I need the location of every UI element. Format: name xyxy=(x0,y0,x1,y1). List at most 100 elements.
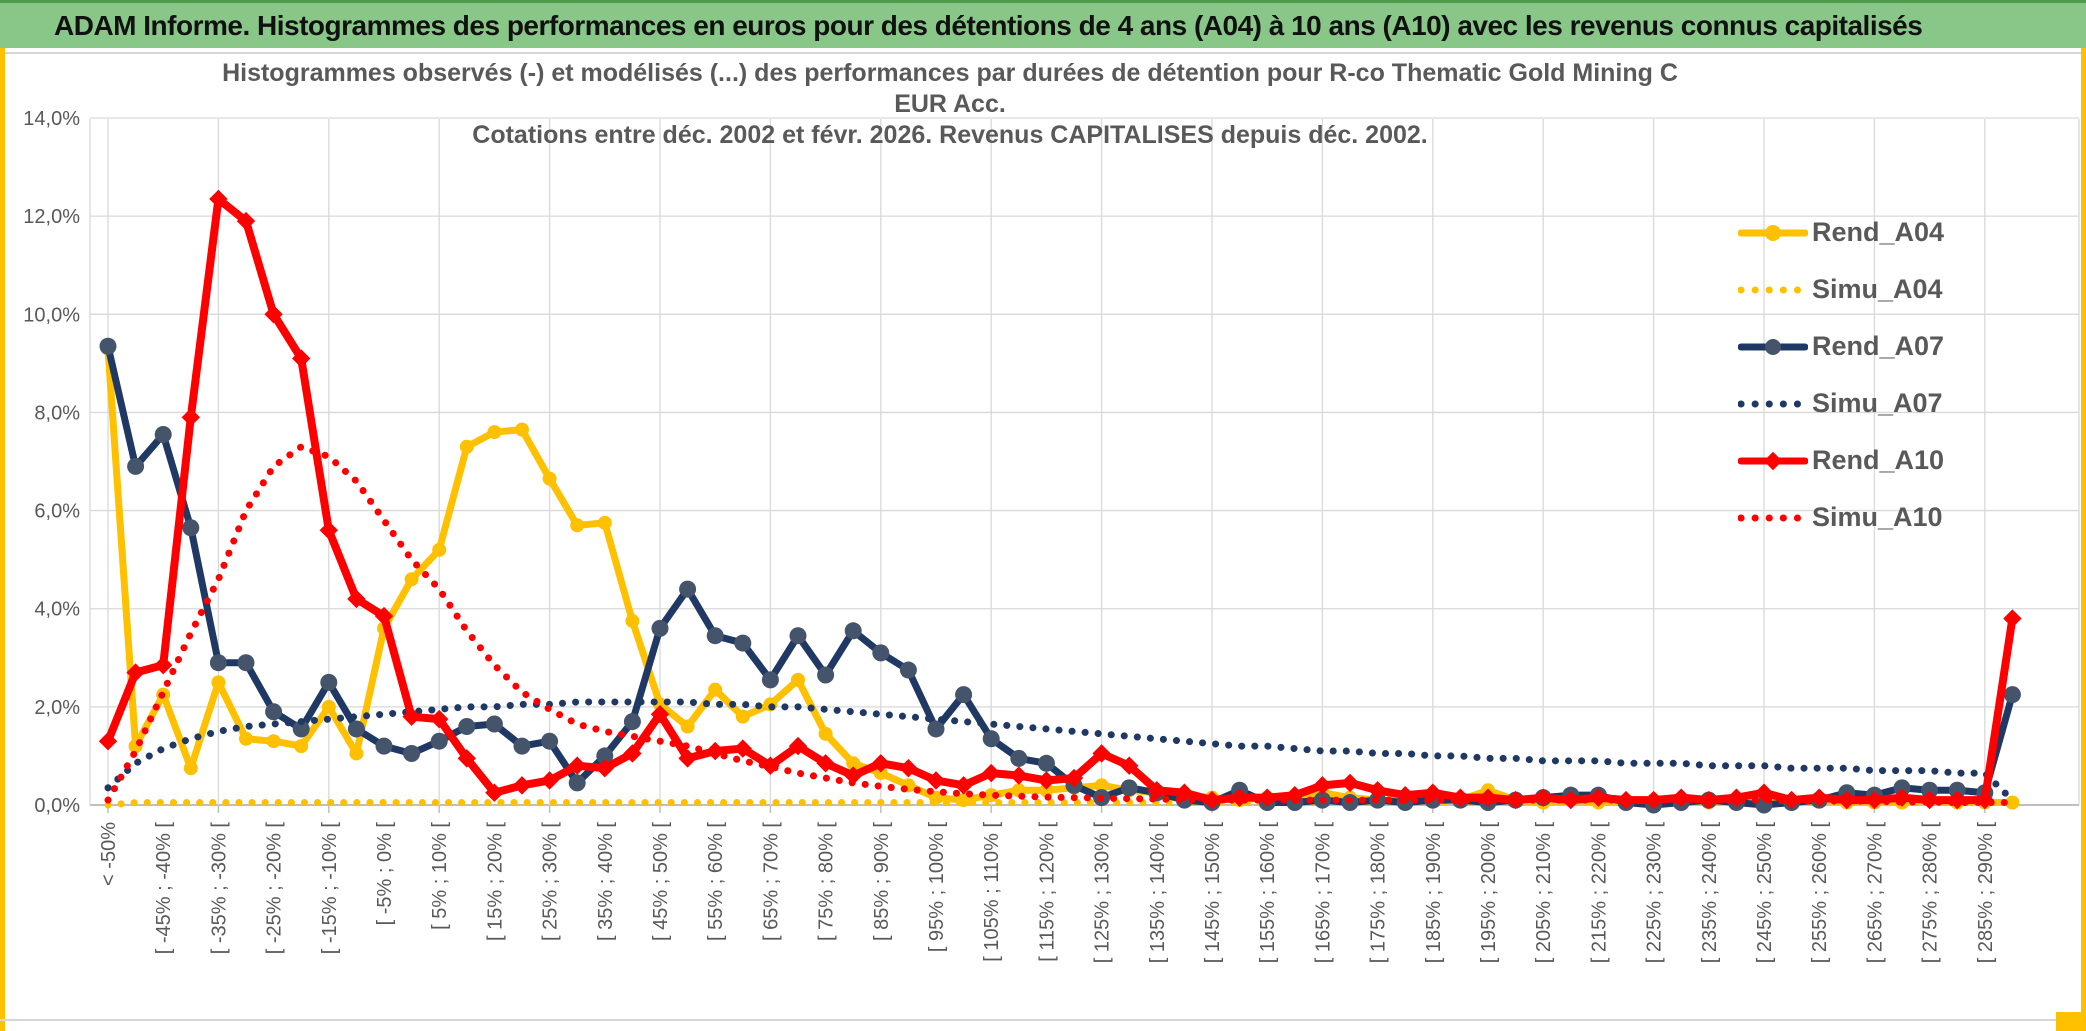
series-marker-Rend_A04[interactable] xyxy=(1094,778,1109,793)
series-marker-Rend_A07[interactable] xyxy=(679,580,697,598)
series-marker-Rend_A10[interactable] xyxy=(1368,781,1387,800)
series-marker-Rend_A04[interactable] xyxy=(542,471,557,486)
series-marker-Rend_A04[interactable] xyxy=(266,734,281,749)
series-marker-Rend_A10[interactable] xyxy=(595,759,614,778)
series-marker-Rend_A10[interactable] xyxy=(512,776,532,795)
series-marker-Rend_A10[interactable] xyxy=(430,709,449,729)
series-marker-Rend_A07[interactable] xyxy=(2003,686,2021,704)
series-marker-Rend_A10[interactable] xyxy=(154,655,173,675)
series-marker-Rend_A10[interactable] xyxy=(871,754,890,773)
series-marker-Rend_A04[interactable] xyxy=(818,726,833,741)
series-marker-Rend_A10[interactable] xyxy=(347,589,366,609)
series-marker-Rend_A10[interactable] xyxy=(568,756,587,775)
series-marker-Rend_A04[interactable] xyxy=(2005,795,2020,810)
series-marker-Rend_A07[interactable] xyxy=(347,720,365,738)
series-marker-Rend_A07[interactable] xyxy=(899,661,917,679)
legend-item-Simu_A07[interactable]: Simu_A07 xyxy=(1738,375,1944,432)
legend-item-Rend_A07[interactable]: Rend_A07 xyxy=(1738,318,1944,375)
series-marker-Rend_A07[interactable] xyxy=(458,717,476,735)
series-marker-Rend_A04[interactable] xyxy=(487,425,502,440)
legend-item-Rend_A10[interactable]: Rend_A10 xyxy=(1738,432,1944,489)
series-marker-Rend_A04[interactable] xyxy=(846,756,861,771)
series-marker-Rend_A10[interactable] xyxy=(650,705,670,724)
series-marker-Rend_A07[interactable] xyxy=(1948,781,1966,799)
series-marker-Rend_A04[interactable] xyxy=(680,719,695,734)
series-marker-Rend_A04[interactable] xyxy=(432,542,447,557)
series-marker-Rend_A10[interactable] xyxy=(2003,609,2022,628)
series-marker-Rend_A07[interactable] xyxy=(955,686,973,704)
series-marker-Rend_A04[interactable] xyxy=(791,672,805,687)
series-marker-Rend_A07[interactable] xyxy=(596,747,614,765)
series-marker-Rend_A07[interactable] xyxy=(1037,754,1055,772)
series-marker-Rend_A10[interactable] xyxy=(1037,771,1056,790)
series-marker-Rend_A04[interactable] xyxy=(183,761,198,776)
series-marker-Rend_A10[interactable] xyxy=(926,771,946,790)
series-marker-Rend_A10[interactable] xyxy=(126,663,145,682)
series-marker-Rend_A10[interactable] xyxy=(319,521,338,540)
series-marker-Rend_A07[interactable] xyxy=(513,737,531,755)
series-marker-Rend_A07[interactable] xyxy=(154,426,172,444)
series-marker-Rend_A04[interactable] xyxy=(321,699,336,714)
series-marker-Rend_A07[interactable] xyxy=(541,732,559,750)
series-marker-Rend_A07[interactable] xyxy=(237,654,255,672)
series-line-Rend_A04[interactable] xyxy=(104,345,2016,807)
series-marker-Rend_A07[interactable] xyxy=(485,715,503,733)
series-marker-Rend_A07[interactable] xyxy=(623,713,641,731)
legend-item-Rend_A04[interactable]: Rend_A04 xyxy=(1738,204,1944,261)
series-marker-Rend_A10[interactable] xyxy=(982,763,1001,783)
series-marker-Rend_A10[interactable] xyxy=(264,305,283,324)
series-marker-Rend_A10[interactable] xyxy=(844,766,863,785)
series-marker-Rend_A07[interactable] xyxy=(982,730,1000,748)
series-marker-Rend_A10[interactable] xyxy=(899,759,918,778)
series-line-Rend_A10[interactable] xyxy=(104,194,2017,805)
series-marker-Rend_A07[interactable] xyxy=(651,619,669,637)
series-marker-Rend_A10[interactable] xyxy=(236,211,256,231)
series-marker-Rend_A10[interactable] xyxy=(402,707,421,726)
series-marker-Rend_A04[interactable] xyxy=(515,422,529,437)
series-marker-Rend_A04[interactable] xyxy=(873,766,888,781)
series-marker-Rend_A10[interactable] xyxy=(816,754,835,773)
series-marker-Rend_A10[interactable] xyxy=(623,744,642,763)
series-marker-Rend_A04[interactable] xyxy=(239,731,253,746)
series-marker-Rend_A10[interactable] xyxy=(1506,790,1525,810)
series-marker-Rend_A10[interactable] xyxy=(954,776,973,795)
series-marker-Rend_A10[interactable] xyxy=(678,749,697,768)
series-marker-Rend_A04[interactable] xyxy=(708,682,723,697)
series-marker-Rend_A07[interactable] xyxy=(872,644,890,662)
series-marker-Rend_A10[interactable] xyxy=(485,783,504,802)
series-marker-Rend_A10[interactable] xyxy=(374,606,394,626)
series-marker-Rend_A04[interactable] xyxy=(735,709,750,724)
series-marker-Rend_A07[interactable] xyxy=(706,627,724,645)
series-marker-Rend_A04[interactable] xyxy=(211,675,226,690)
series-marker-Rend_A04[interactable] xyxy=(404,572,419,587)
series-marker-Rend_A10[interactable] xyxy=(1202,790,1222,810)
series-marker-Rend_A10[interactable] xyxy=(1147,781,1166,800)
series-marker-Rend_A07[interactable] xyxy=(789,627,807,645)
series-marker-Rend_A10[interactable] xyxy=(98,732,118,751)
series-line-Rend_A07[interactable] xyxy=(104,342,2016,809)
series-marker-Rend_A07[interactable] xyxy=(292,720,310,738)
series-marker-Rend_A10[interactable] xyxy=(1064,768,1084,788)
series-marker-Rend_A07[interactable] xyxy=(1893,779,1911,797)
series-marker-Rend_A04[interactable] xyxy=(1039,783,1054,798)
series-marker-Rend_A07[interactable] xyxy=(127,457,145,475)
series-marker-Rend_A10[interactable] xyxy=(181,408,200,427)
series-marker-Rend_A04[interactable] xyxy=(597,515,612,530)
series-marker-Rend_A07[interactable] xyxy=(817,666,835,684)
series-marker-Rend_A04[interactable] xyxy=(459,439,474,454)
series-line-Simu_A10[interactable] xyxy=(104,443,2016,807)
series-marker-Rend_A07[interactable] xyxy=(1120,779,1138,797)
series-marker-Rend_A10[interactable] xyxy=(292,349,311,368)
series-marker-Rend_A10[interactable] xyxy=(788,736,808,756)
series-marker-Rend_A07[interactable] xyxy=(761,671,779,689)
series-marker-Rend_A07[interactable] xyxy=(927,720,945,738)
series-line-Simu_A07[interactable] xyxy=(104,698,2016,804)
legend-item-Simu_A10[interactable]: Simu_A10 xyxy=(1738,489,1944,546)
series-marker-Rend_A07[interactable] xyxy=(568,774,586,792)
series-marker-Rend_A10[interactable] xyxy=(733,739,752,758)
series-marker-Rend_A10[interactable] xyxy=(1120,756,1139,775)
series-marker-Rend_A10[interactable] xyxy=(1313,776,1332,795)
series-marker-Rend_A04[interactable] xyxy=(294,739,309,754)
series-marker-Rend_A10[interactable] xyxy=(209,189,228,209)
series-marker-Rend_A07[interactable] xyxy=(99,337,117,355)
